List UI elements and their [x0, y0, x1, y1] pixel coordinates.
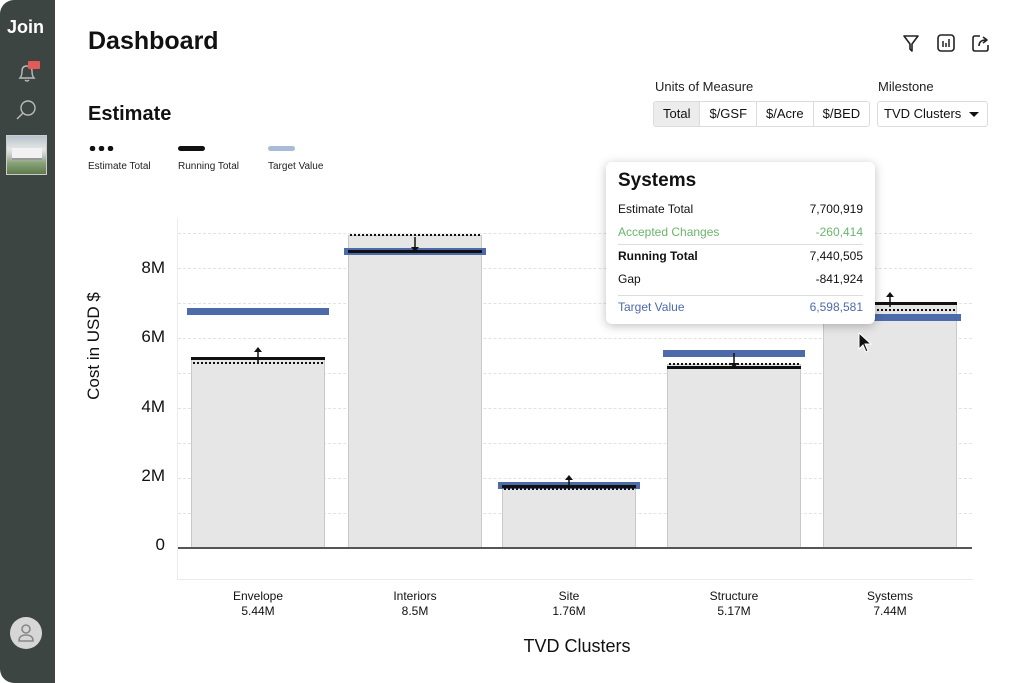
estimate-line	[350, 233, 480, 236]
units-gsf-button[interactable]: $/GSF	[700, 102, 758, 126]
legend-target-value: Target Value	[268, 146, 323, 172]
milestone-dropdown[interactable]: TVD Clusters	[877, 101, 988, 127]
tooltip-row-estimate-total: Estimate Total 7,700,919	[618, 202, 863, 216]
arrow-up-icon	[564, 474, 574, 491]
report-icon[interactable]	[935, 32, 957, 54]
x-tick-label: Structure 5.17M	[709, 589, 759, 618]
x-tick-label: Interiors 8.5M	[393, 589, 437, 618]
units-bed-button[interactable]: $/BED	[813, 102, 870, 126]
export-icon[interactable]	[970, 32, 992, 54]
x-axis-title: TVD Clusters	[523, 636, 631, 656]
tooltip-row-accepted-changes: Accepted Changes -260,414	[618, 225, 863, 239]
arrow-up-icon	[253, 346, 263, 362]
y-tick: 4M	[141, 397, 165, 416]
filter-icon[interactable]	[900, 32, 922, 54]
section-title: Estimate	[88, 103, 172, 125]
x-tick-label: Site 1.76M	[552, 589, 586, 618]
y-tick: 0	[155, 535, 165, 554]
bar-structure[interactable]	[667, 364, 801, 548]
x-tick-label: Systems 7.44M	[866, 589, 913, 618]
tooltip-divider	[618, 244, 863, 245]
grid-line	[178, 338, 972, 339]
bar-envelope[interactable]	[191, 357, 325, 548]
dotted-line-icon	[88, 146, 115, 151]
grid-line	[178, 478, 972, 479]
bar-site[interactable]	[502, 486, 636, 548]
units-segmented-control: Total $/GSF $/Acre $/BED	[653, 101, 871, 127]
app-logo[interactable]: Join	[7, 17, 45, 37]
estimate-line	[193, 361, 323, 364]
y-tick: 8M	[141, 258, 165, 277]
x-axis-line	[178, 547, 972, 549]
page-title: Dashboard	[88, 27, 219, 55]
bar-systems[interactable]	[823, 303, 957, 548]
grid-line	[178, 233, 972, 234]
sidebar: Join	[0, 0, 55, 683]
milestone-value: TVD Clusters	[884, 106, 962, 121]
target-line	[187, 307, 329, 315]
arrow-down-icon	[410, 236, 420, 253]
grid-line	[178, 408, 972, 409]
y-tick: 2M	[141, 466, 165, 485]
target-line-icon	[268, 146, 295, 151]
project-thumbnail[interactable]	[6, 135, 47, 175]
arrow-up-icon	[885, 291, 895, 307]
x-tick-label: Envelope 5.44M	[232, 589, 284, 618]
caret-down-icon	[969, 112, 979, 117]
grid-line	[178, 373, 972, 374]
legend-estimate-total: Estimate Total	[88, 146, 151, 172]
units-total-button[interactable]: Total	[654, 102, 701, 126]
user-avatar-icon[interactable]	[10, 617, 42, 649]
tooltip-divider	[618, 295, 863, 296]
mouse-cursor-icon	[858, 331, 874, 354]
grid-line	[178, 303, 972, 304]
arrow-down-icon	[729, 353, 739, 369]
milestone-label: Milestone	[878, 79, 934, 94]
grid-line	[178, 443, 972, 444]
tooltip-title: Systems	[618, 170, 697, 191]
search-icon[interactable]	[15, 98, 39, 122]
grid-line	[178, 268, 972, 269]
plot-area	[177, 218, 973, 580]
target-line	[819, 314, 961, 322]
bar-interiors[interactable]	[348, 234, 482, 548]
y-axis-title: Cost in USD $	[84, 292, 103, 400]
notification-badge	[28, 61, 40, 69]
bell-icon[interactable]	[15, 60, 40, 84]
units-of-measure-label: Units of Measure	[655, 79, 754, 94]
estimate-line	[825, 309, 955, 311]
tooltip-row-running-total: Running Total 7,440,505	[618, 249, 863, 263]
solid-line-icon	[178, 146, 205, 151]
legend-running-total: Running Total	[178, 146, 239, 172]
units-acre-button[interactable]: $/Acre	[757, 102, 814, 126]
tooltip-row-gap: Gap -841,924	[618, 272, 863, 286]
tooltip-row-target-value: Target Value 6,598,581	[618, 300, 863, 314]
y-tick: 6M	[141, 327, 165, 346]
chart-tooltip: Systems Estimate Total 7,700,919 Accepted…	[606, 162, 875, 324]
